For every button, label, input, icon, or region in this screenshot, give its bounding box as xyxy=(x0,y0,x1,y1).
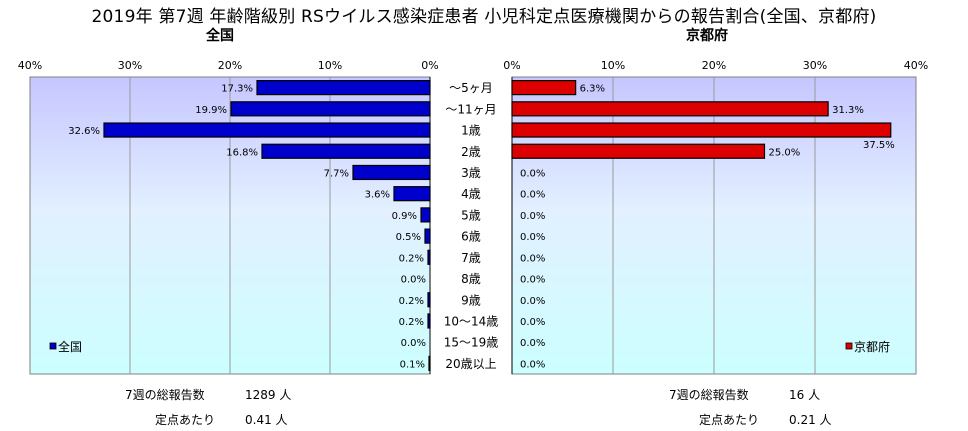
national-total-value: 1289 人 xyxy=(245,388,292,402)
legend-label: 京都府 xyxy=(854,339,890,354)
data-label: 3.6% xyxy=(365,190,390,201)
category-label: 1歳 xyxy=(461,124,481,138)
data-label: 0.0% xyxy=(520,359,545,370)
data-label: 16.8% xyxy=(226,147,258,158)
data-label: 32.6% xyxy=(68,126,100,137)
kyoto-per-label: 定点あたり xyxy=(699,413,760,427)
data-label: 0.0% xyxy=(520,168,545,179)
data-label: 0.0% xyxy=(520,317,545,328)
data-label: 0.0% xyxy=(520,275,545,286)
category-label: 2歳 xyxy=(461,145,481,159)
tick-label: 0% xyxy=(421,59,438,72)
data-label: 0.5% xyxy=(396,232,421,243)
category-label: 3歳 xyxy=(461,166,481,180)
panel-title-kyoto: 京都府 xyxy=(686,28,728,44)
tick-label: 10% xyxy=(318,59,342,72)
national-per-label: 定点あたり xyxy=(155,413,216,427)
bar-national xyxy=(261,143,431,159)
data-label: 17.3% xyxy=(221,84,253,95)
category-label: 7歳 xyxy=(461,251,481,265)
tick-label: 30% xyxy=(118,59,142,72)
legend-swatch xyxy=(845,342,853,350)
data-label: 7.7% xyxy=(324,168,349,179)
legend-swatch xyxy=(49,342,57,350)
category-label: 8歳 xyxy=(461,272,481,286)
category-label: 6歳 xyxy=(461,230,481,244)
data-label: 0.0% xyxy=(520,190,545,201)
kyoto-total-value: 16 人 xyxy=(789,388,821,402)
category-label: 10～14歳 xyxy=(444,314,499,328)
panel-title-national: 全国 xyxy=(206,28,234,44)
bar-national xyxy=(420,207,431,223)
tick-label: 0% xyxy=(503,59,520,72)
bar-national xyxy=(424,228,431,244)
bar-kyoto xyxy=(511,122,892,138)
data-label: 0.0% xyxy=(520,296,545,307)
tick-label: 20% xyxy=(702,59,726,72)
tick-label: 10% xyxy=(601,59,625,72)
category-labels: ～5ヶ月 ～11ヶ月 1歳 2歳 3歳 4歳 5歳 6歳 7歳 8歳 9歳 10～14歳 15～19歳 2… xyxy=(444,81,499,371)
bar-kyoto xyxy=(511,80,577,96)
data-label: 0.0% xyxy=(520,211,545,222)
tick-label: 40% xyxy=(904,59,928,72)
kyoto-panel: 0% 10% 20% 30% 40% 6.3% 31.3% 37.5% 25.0% 0.0% 0.0… xyxy=(503,59,928,375)
data-label: 0.2% xyxy=(399,317,424,328)
tick-label: 20% xyxy=(218,59,242,72)
bar-national xyxy=(427,249,431,265)
category-label: 5歳 xyxy=(461,208,481,222)
chart-title: 2019年 第7週 年齢階級別 RSウイルス感染症患者 小児科定点医療機関からの… xyxy=(91,7,877,27)
category-label: 9歳 xyxy=(461,293,481,307)
data-label: 0.9% xyxy=(392,211,417,222)
bar-national xyxy=(103,122,431,138)
bar-national xyxy=(427,313,431,329)
national-total-label: 7週の総報告数 xyxy=(125,388,205,402)
national-per-value: 0.41 人 xyxy=(245,413,288,427)
category-label: ～11ヶ月 xyxy=(445,102,496,116)
bar-national xyxy=(230,101,431,117)
bar-national xyxy=(427,292,431,308)
national-panel: 0% 10% 20% 30% 40% 17.3% 19.9% 32.6% 16.8% 7.7% 3.… xyxy=(18,59,439,375)
data-label: 6.3% xyxy=(580,84,605,95)
bar-kyoto xyxy=(511,101,829,117)
data-label: 0.0% xyxy=(520,232,545,243)
data-label: 0.0% xyxy=(401,338,426,349)
data-label: 0.0% xyxy=(401,275,426,286)
data-label: 0.1% xyxy=(400,359,425,370)
bar-national xyxy=(428,355,431,371)
data-label: 19.9% xyxy=(195,105,227,116)
category-label: 20歳以上 xyxy=(445,357,496,371)
data-label: 0.0% xyxy=(520,338,545,349)
bar-kyoto xyxy=(511,143,766,159)
category-label: 15～19歳 xyxy=(444,336,499,350)
data-label: 31.3% xyxy=(832,105,864,116)
data-label: 37.5% xyxy=(863,140,895,151)
bar-national xyxy=(393,186,431,202)
tick-label: 30% xyxy=(803,59,827,72)
data-label: 25.0% xyxy=(769,147,801,158)
legend-label: 全国 xyxy=(58,339,82,354)
tick-label: 40% xyxy=(18,59,42,72)
bar-national xyxy=(256,80,431,96)
data-label: 0.2% xyxy=(399,296,424,307)
data-label: 0.2% xyxy=(399,253,424,264)
kyoto-total-label: 7週の総報告数 xyxy=(669,388,749,402)
category-label: 4歳 xyxy=(461,187,481,201)
data-label: 0.0% xyxy=(520,253,545,264)
kyoto-per-value: 0.21 人 xyxy=(789,413,832,427)
category-label: ～5ヶ月 xyxy=(449,81,493,95)
bar-national xyxy=(352,164,431,181)
